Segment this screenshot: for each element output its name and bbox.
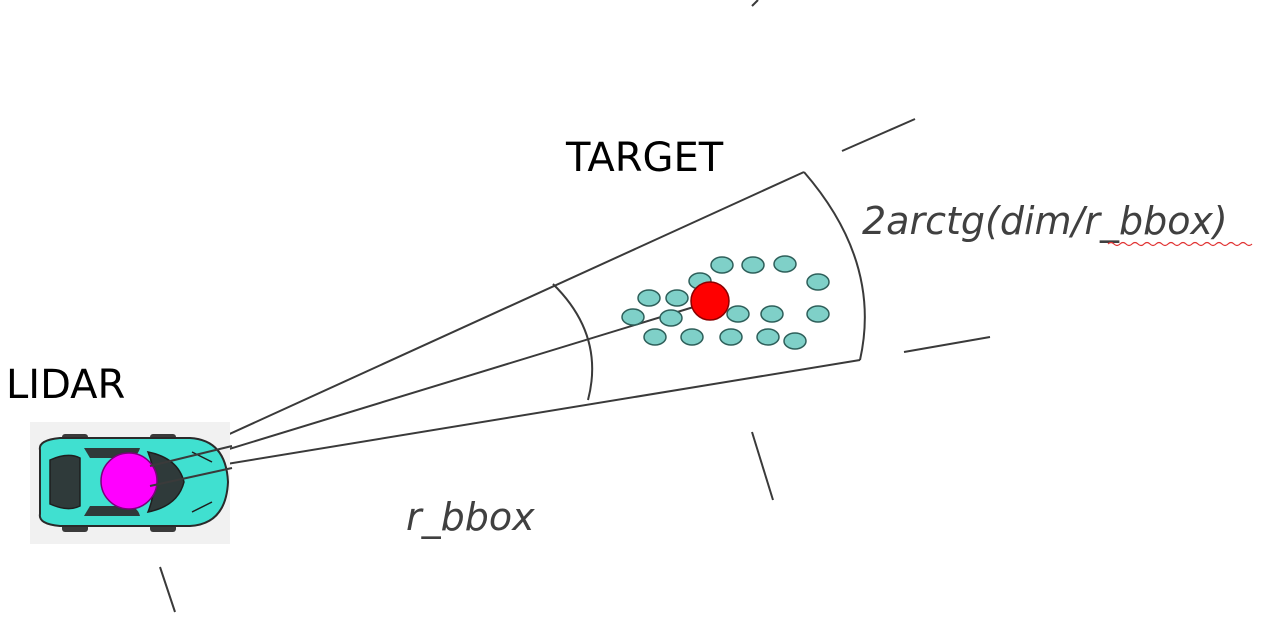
car-hood-line xyxy=(191,501,213,513)
cloud-point xyxy=(637,289,661,307)
range-marker-far xyxy=(751,431,774,501)
dimension-marker-bottom xyxy=(903,336,991,353)
cloud-point xyxy=(806,273,830,291)
cloud-point xyxy=(719,328,743,346)
cloud-point xyxy=(760,305,784,323)
lidar-sensor xyxy=(100,452,158,510)
cloud-point xyxy=(773,255,797,273)
target-center-point xyxy=(690,281,730,321)
beam-line-lower xyxy=(149,467,233,487)
top-tick xyxy=(751,0,759,7)
angle-formula-label: 2arctg(dim/r_bbox) xyxy=(862,199,1228,243)
cloud-point xyxy=(680,328,704,346)
cloud-point xyxy=(726,305,750,323)
cloud-point xyxy=(710,256,734,274)
cloud-point xyxy=(741,256,765,274)
field-of-view-sector xyxy=(189,171,866,471)
car-rear-window xyxy=(49,454,81,510)
sector-edge-upper xyxy=(189,171,805,453)
angle-arc xyxy=(552,283,594,401)
cloud-point xyxy=(659,309,683,327)
spellcheck-underline xyxy=(1107,241,1253,247)
lidar-label: LIDAR xyxy=(6,362,125,408)
range-marker-near xyxy=(159,566,176,613)
target-point-cloud xyxy=(621,255,830,350)
target-label: TARGET xyxy=(565,135,724,181)
ray-to-target xyxy=(189,301,711,462)
range-label: r_bbox xyxy=(406,495,535,539)
car-hood-line xyxy=(191,451,213,463)
cloud-point xyxy=(806,305,830,323)
sector-outer-arc xyxy=(803,171,866,361)
cloud-point xyxy=(643,328,667,346)
cloud-point xyxy=(665,289,689,307)
car-top-view-icon xyxy=(30,422,230,544)
cloud-point xyxy=(756,328,780,346)
sector-edge-lower xyxy=(189,359,861,471)
cloud-point xyxy=(783,332,807,350)
cloud-point xyxy=(621,308,645,326)
dimension-marker-top xyxy=(841,118,916,152)
beam-line-upper xyxy=(149,445,233,467)
